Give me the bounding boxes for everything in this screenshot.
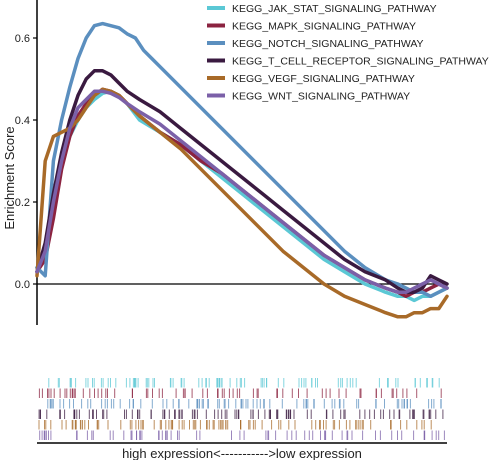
y-tick-label: 0.0 — [15, 279, 30, 291]
series-line — [35, 89, 449, 303]
y-axis-ticks: 0.0 0.2 0.4 0.6 — [15, 33, 37, 291]
legend: KEGG_JAK_STAT_SIGNALING_PATHWAY KEGG_MAPK… — [207, 3, 489, 103]
series-line — [35, 89, 449, 294]
legend-label: KEGG_JAK_STAT_SIGNALING_PATHWAY — [232, 3, 437, 15]
legend-label: KEGG_T_CELL_RECEPTOR_SIGNALING_PATHWAY — [232, 56, 489, 68]
gene-rank-barcode — [38, 378, 445, 440]
legend-label: KEGG_MAPK_SIGNALING_PATHWAY — [232, 21, 416, 33]
legend-label: KEGG_NOTCH_SIGNALING_PATHWAY — [232, 38, 424, 50]
series-line — [35, 69, 449, 294]
y-tick-label: 0.4 — [15, 115, 30, 127]
y-tick-label: 0.2 — [15, 197, 30, 209]
y-axis-label: Enrichment Score — [2, 126, 17, 229]
series-line — [35, 21, 449, 299]
legend-label: KEGG_WNT_SIGNALING_PATHWAY — [232, 91, 410, 103]
legend-label: KEGG_VEGF_SIGNALING_PATHWAY — [232, 73, 415, 85]
series-line — [35, 87, 449, 319]
y-tick-label: 0.6 — [15, 33, 30, 45]
x-axis-label: high expression<----------->low expressi… — [122, 446, 362, 460]
series-lines — [35, 21, 449, 319]
